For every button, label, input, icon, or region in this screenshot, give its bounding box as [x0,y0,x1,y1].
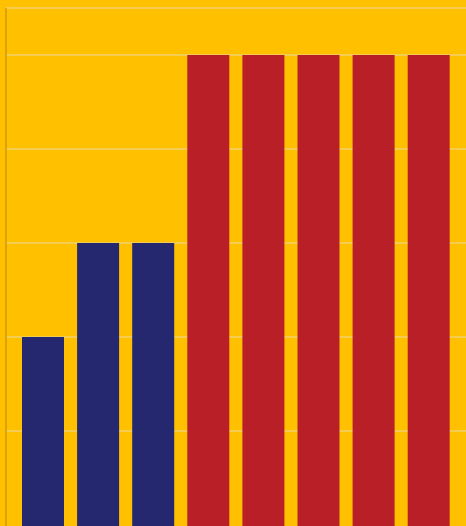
bar-7 [353,55,395,526]
bar-8 [408,55,450,526]
bar-2 [77,243,119,526]
bar-5 [242,55,284,526]
bar-1 [22,337,64,526]
bar-4 [187,55,229,526]
bar-6 [298,55,340,526]
bar-3 [132,243,174,526]
